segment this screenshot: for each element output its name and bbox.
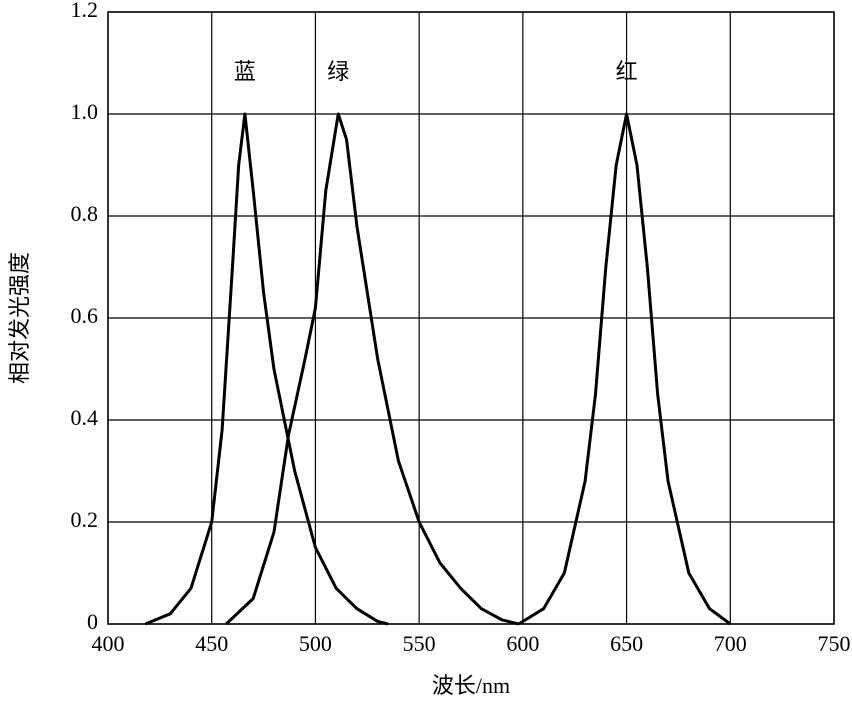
- series-label: 红: [616, 59, 638, 84]
- y-tick-label: 1.0: [71, 99, 99, 124]
- line: [517, 112, 732, 626]
- x-tick-label: 650: [610, 631, 643, 656]
- y-axis-label: 相对发光强度: [7, 252, 32, 384]
- y-tick-label: 0.4: [71, 405, 99, 430]
- series-label: 蓝: [234, 59, 256, 84]
- x-tick-label: 600: [506, 631, 539, 656]
- y-tick-label: 0.2: [71, 507, 99, 532]
- y-tick-label: 0: [87, 609, 98, 634]
- y-tick-label: 1.2: [71, 0, 99, 22]
- x-tick-label: 400: [92, 631, 125, 656]
- x-tick-label: 550: [403, 631, 436, 656]
- y-tick-label: 0.6: [71, 303, 99, 328]
- y-tick-label: 0.8: [71, 201, 99, 226]
- x-tick-label: 450: [195, 631, 228, 656]
- line: [225, 112, 520, 626]
- x-tick-label: 750: [818, 631, 851, 656]
- x-axis-label: 波长/nm: [432, 673, 510, 698]
- series-label: 绿: [327, 59, 349, 84]
- x-tick-label: 500: [299, 631, 332, 656]
- line: [144, 112, 389, 626]
- plot-frame: [107, 11, 835, 625]
- x-tick-label: 700: [714, 631, 747, 656]
